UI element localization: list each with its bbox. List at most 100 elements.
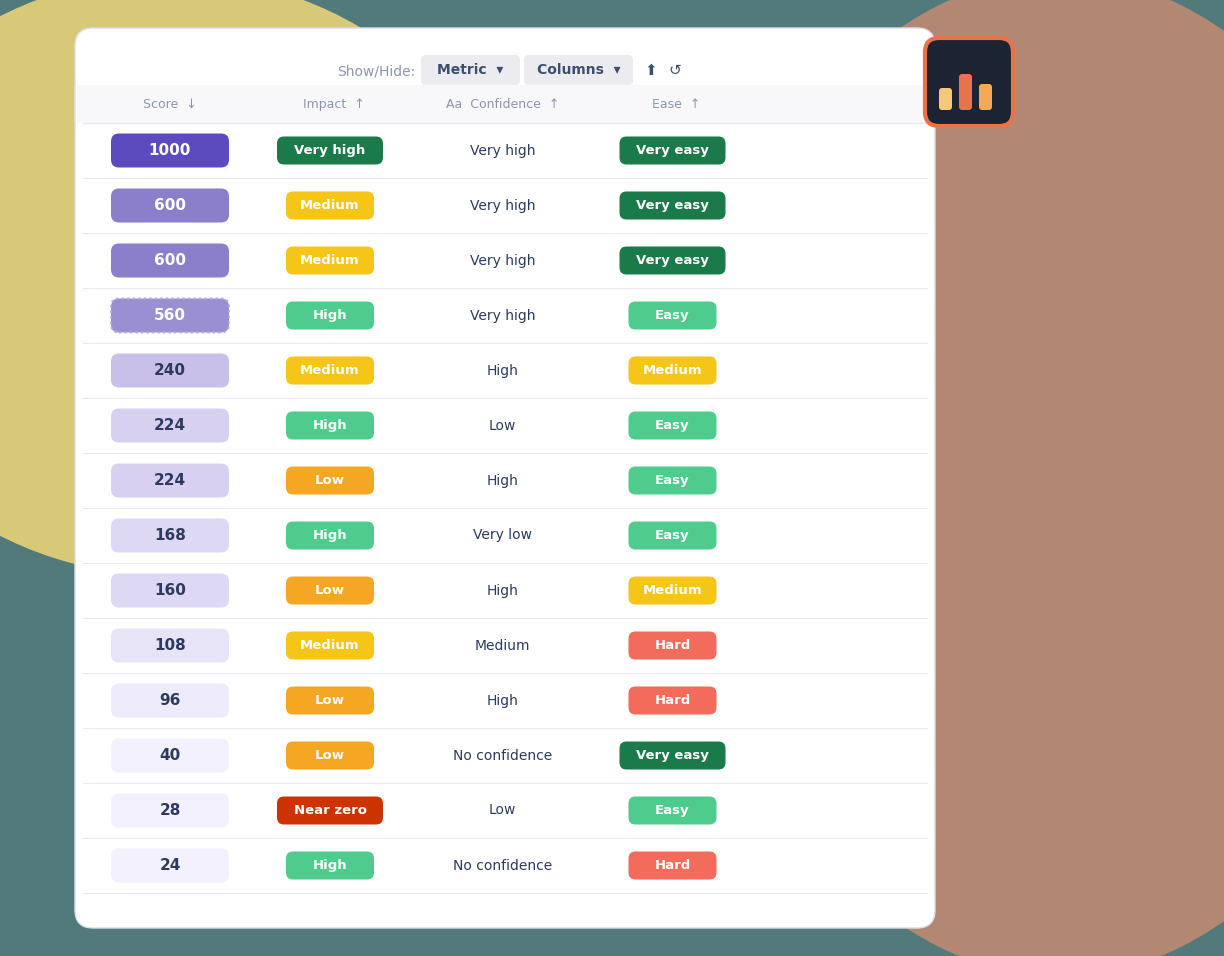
Text: Very low: Very low: [472, 529, 532, 542]
FancyBboxPatch shape: [286, 522, 375, 550]
Text: 160: 160: [154, 583, 186, 598]
Text: High: High: [487, 473, 519, 488]
Text: High: High: [487, 693, 519, 707]
FancyBboxPatch shape: [628, 411, 716, 440]
FancyBboxPatch shape: [939, 88, 952, 110]
Text: ⬆: ⬆: [645, 62, 657, 77]
FancyBboxPatch shape: [628, 301, 716, 330]
Text: Low: Low: [488, 419, 517, 432]
FancyBboxPatch shape: [111, 188, 229, 223]
FancyBboxPatch shape: [628, 686, 716, 714]
Text: Very high: Very high: [470, 309, 535, 322]
Text: Hard: Hard: [655, 639, 690, 652]
Text: Aa  Confidence  ↑: Aa Confidence ↑: [446, 98, 559, 111]
Text: 560: 560: [154, 308, 186, 323]
FancyBboxPatch shape: [111, 408, 229, 443]
Text: High: High: [487, 583, 519, 598]
FancyBboxPatch shape: [619, 137, 726, 164]
FancyBboxPatch shape: [111, 793, 229, 828]
FancyBboxPatch shape: [111, 684, 229, 718]
Text: Score  ↓: Score ↓: [143, 98, 197, 111]
FancyBboxPatch shape: [111, 518, 229, 553]
Text: No confidence: No confidence: [453, 749, 552, 763]
Text: Medium: Medium: [300, 639, 360, 652]
FancyBboxPatch shape: [286, 576, 375, 604]
Text: Very easy: Very easy: [636, 144, 709, 157]
Text: Easy: Easy: [655, 529, 690, 542]
Text: 108: 108: [154, 638, 186, 653]
FancyBboxPatch shape: [286, 191, 375, 220]
Text: 96: 96: [159, 693, 181, 708]
Text: Metric  ▾: Metric ▾: [437, 63, 504, 77]
Text: 600: 600: [154, 198, 186, 213]
Text: High: High: [312, 859, 348, 872]
FancyBboxPatch shape: [925, 38, 1013, 126]
FancyBboxPatch shape: [111, 464, 229, 497]
Text: Medium: Medium: [643, 584, 703, 597]
FancyBboxPatch shape: [619, 742, 726, 770]
FancyBboxPatch shape: [111, 134, 229, 167]
Text: Low: Low: [315, 749, 345, 762]
Text: 224: 224: [154, 418, 186, 433]
FancyBboxPatch shape: [628, 467, 716, 494]
Text: Medium: Medium: [475, 639, 530, 653]
FancyBboxPatch shape: [524, 55, 633, 85]
Text: Very easy: Very easy: [636, 749, 709, 762]
Text: Medium: Medium: [300, 364, 360, 377]
Text: ↺: ↺: [668, 62, 682, 77]
FancyBboxPatch shape: [111, 574, 229, 607]
FancyBboxPatch shape: [979, 84, 991, 110]
FancyBboxPatch shape: [958, 74, 972, 110]
Text: 168: 168: [154, 528, 186, 543]
Text: Very high: Very high: [470, 253, 535, 268]
FancyBboxPatch shape: [286, 357, 375, 384]
Text: Medium: Medium: [300, 199, 360, 212]
Text: 240: 240: [154, 363, 186, 378]
FancyBboxPatch shape: [286, 301, 375, 330]
Text: Hard: Hard: [655, 694, 690, 707]
Text: Very easy: Very easy: [636, 199, 709, 212]
Text: Low: Low: [315, 584, 345, 597]
FancyBboxPatch shape: [77, 85, 933, 123]
Text: High: High: [487, 363, 519, 378]
Text: 1000: 1000: [149, 143, 191, 158]
FancyBboxPatch shape: [619, 247, 726, 274]
FancyBboxPatch shape: [111, 244, 229, 277]
Ellipse shape: [0, 0, 510, 576]
Text: Easy: Easy: [655, 474, 690, 487]
Text: Easy: Easy: [655, 419, 690, 432]
FancyBboxPatch shape: [111, 849, 229, 882]
FancyBboxPatch shape: [286, 467, 375, 494]
FancyBboxPatch shape: [286, 852, 375, 880]
FancyBboxPatch shape: [277, 796, 383, 824]
FancyBboxPatch shape: [628, 852, 716, 880]
Ellipse shape: [700, 0, 1224, 956]
Text: Hard: Hard: [655, 859, 690, 872]
Text: Very high: Very high: [470, 143, 535, 158]
Text: High: High: [312, 529, 348, 542]
FancyBboxPatch shape: [286, 742, 375, 770]
Text: Medium: Medium: [643, 364, 703, 377]
Text: 600: 600: [154, 253, 186, 268]
Text: Low: Low: [315, 474, 345, 487]
Text: High: High: [312, 309, 348, 322]
Text: Very easy: Very easy: [636, 254, 709, 267]
FancyBboxPatch shape: [628, 522, 716, 550]
Text: Very high: Very high: [470, 199, 535, 212]
FancyBboxPatch shape: [111, 354, 229, 387]
Text: 28: 28: [159, 803, 181, 818]
Text: Medium: Medium: [300, 254, 360, 267]
FancyBboxPatch shape: [421, 55, 520, 85]
FancyBboxPatch shape: [111, 628, 229, 663]
Text: Show/Hide:: Show/Hide:: [337, 64, 415, 78]
FancyBboxPatch shape: [286, 411, 375, 440]
FancyBboxPatch shape: [75, 28, 935, 928]
Text: 24: 24: [159, 858, 181, 873]
Text: Near zero: Near zero: [294, 804, 366, 817]
FancyBboxPatch shape: [286, 632, 375, 660]
FancyBboxPatch shape: [277, 137, 383, 164]
Text: Easy: Easy: [655, 309, 690, 322]
FancyBboxPatch shape: [628, 796, 716, 824]
FancyBboxPatch shape: [111, 298, 229, 333]
Text: Columns  ▾: Columns ▾: [536, 63, 621, 77]
